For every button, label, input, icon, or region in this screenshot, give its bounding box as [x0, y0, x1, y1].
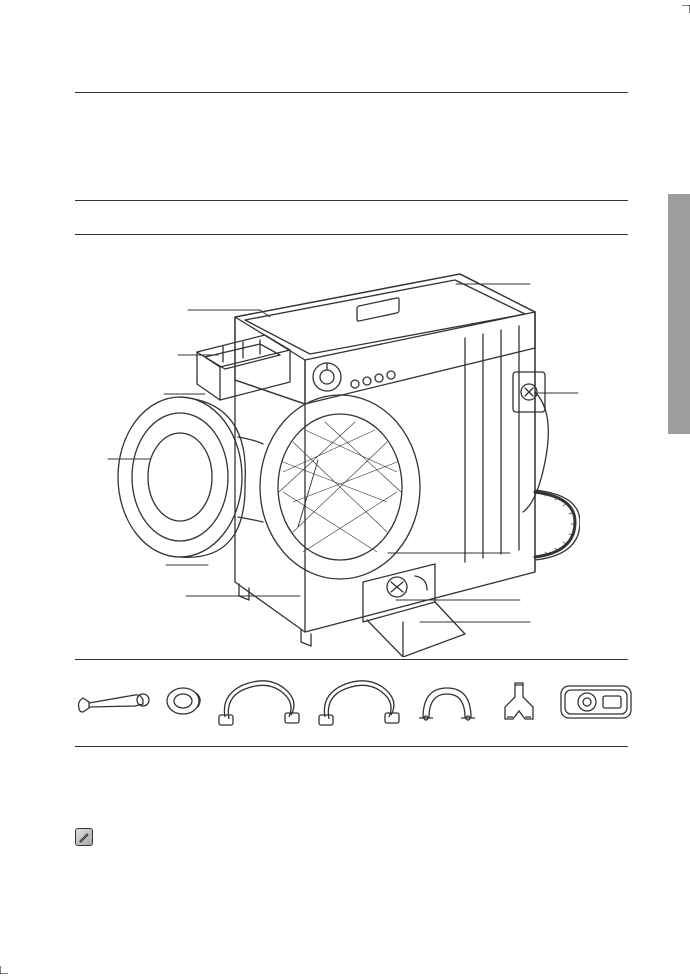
crop-mark-bl: [0, 961, 8, 969]
rule-4: [75, 659, 628, 660]
note-icon: [75, 828, 93, 846]
wrench-icon: [75, 680, 153, 722]
rule-2: [75, 200, 628, 201]
cap-icon: [163, 680, 203, 722]
manual-page: [0, 0, 690, 969]
rule-5: [75, 746, 628, 747]
section-tab: [668, 194, 690, 434]
cover-plate-icon: [557, 678, 635, 724]
rule-3: [75, 234, 628, 235]
y-connector-icon: [491, 677, 547, 725]
washing-machine-diagram: [105, 262, 580, 657]
u-bracket-icon: [413, 678, 481, 724]
rule-1: [75, 92, 628, 93]
inlet-hose-2-icon: [313, 675, 403, 727]
included-parts-row: [75, 672, 635, 730]
inlet-hose-1-icon: [213, 675, 303, 727]
crop-mark-tr: [682, 0, 690, 8]
